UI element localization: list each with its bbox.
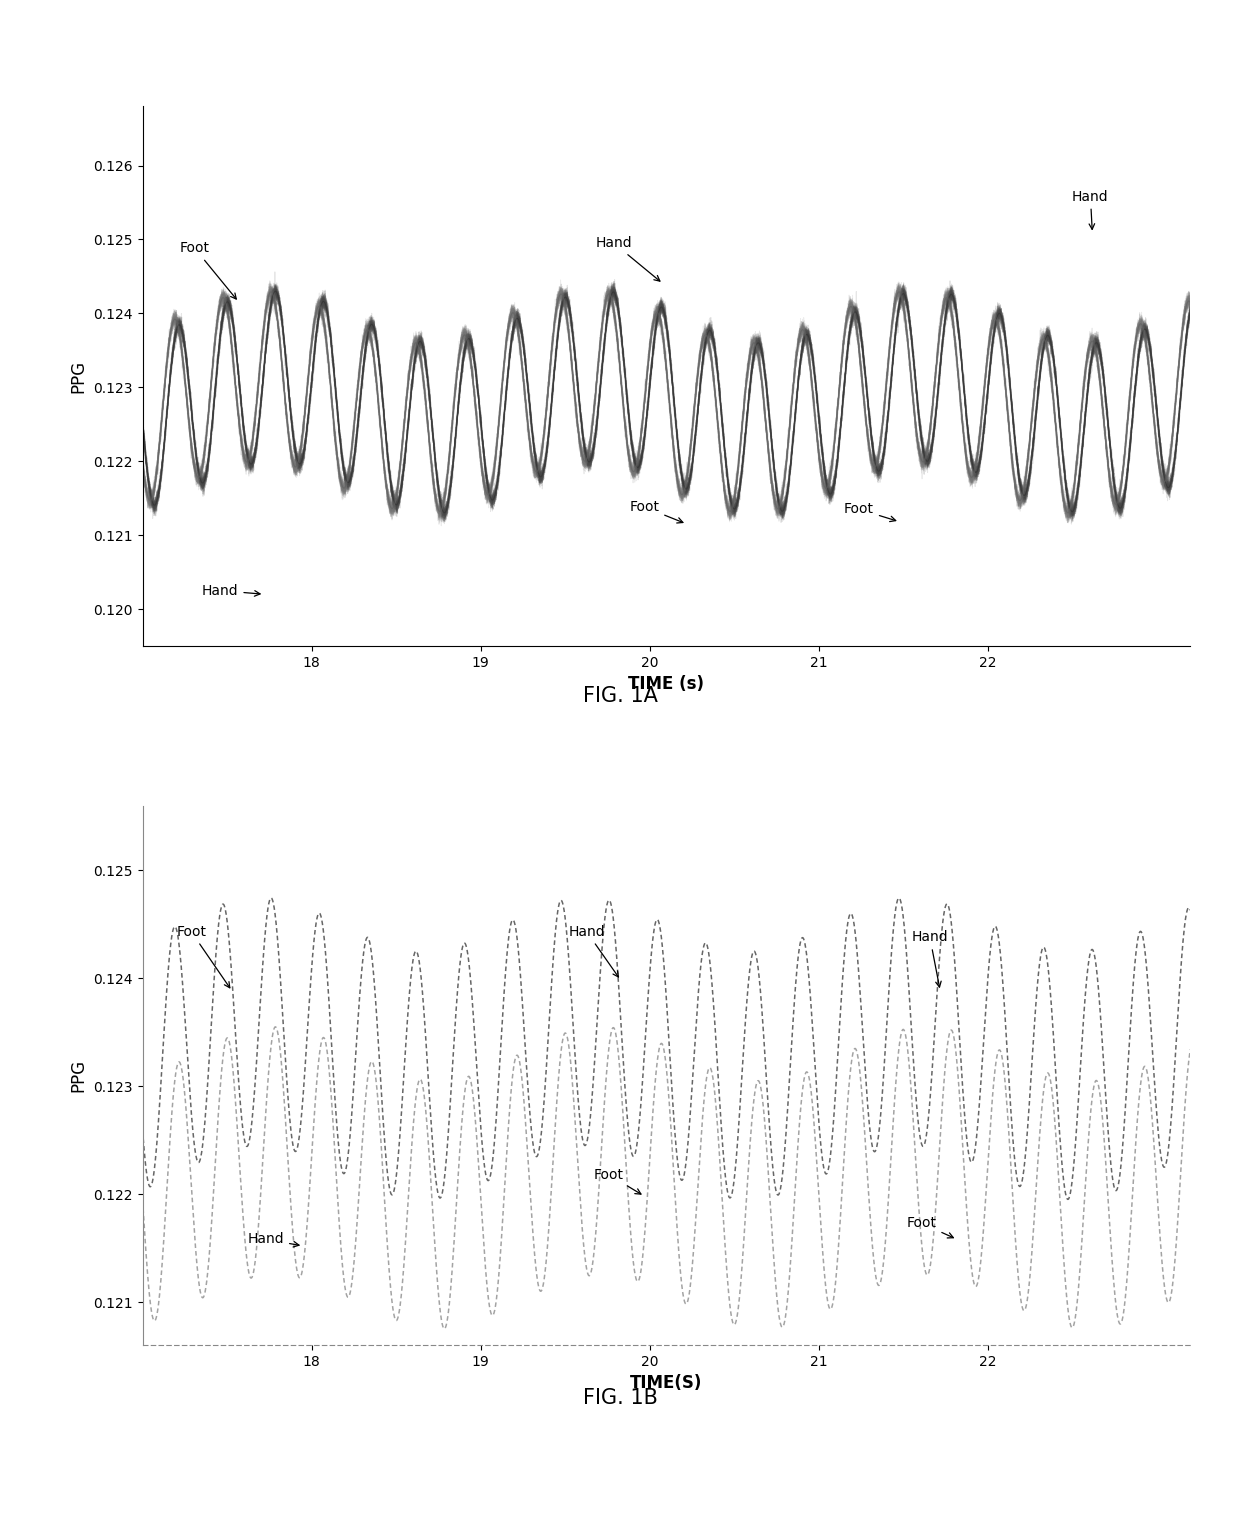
- Text: Foot: Foot: [630, 500, 683, 523]
- Text: Hand: Hand: [248, 1233, 299, 1246]
- X-axis label: TIME (s): TIME (s): [629, 675, 704, 693]
- Text: Hand: Hand: [911, 930, 949, 986]
- Text: Hand: Hand: [1073, 190, 1109, 230]
- Text: Hand: Hand: [202, 584, 260, 597]
- Text: Hand: Hand: [595, 236, 660, 281]
- Text: Foot: Foot: [176, 924, 229, 988]
- Text: Foot: Foot: [906, 1216, 954, 1237]
- Text: Foot: Foot: [180, 242, 237, 299]
- Y-axis label: PPG: PPG: [69, 360, 88, 392]
- Text: Foot: Foot: [594, 1167, 641, 1195]
- Text: FIG. 1A: FIG. 1A: [583, 686, 657, 707]
- Text: Hand: Hand: [568, 924, 619, 977]
- Y-axis label: PPG: PPG: [69, 1059, 88, 1091]
- Text: Foot: Foot: [844, 502, 895, 521]
- X-axis label: TIME(S): TIME(S): [630, 1374, 703, 1392]
- Text: FIG. 1B: FIG. 1B: [583, 1388, 657, 1409]
